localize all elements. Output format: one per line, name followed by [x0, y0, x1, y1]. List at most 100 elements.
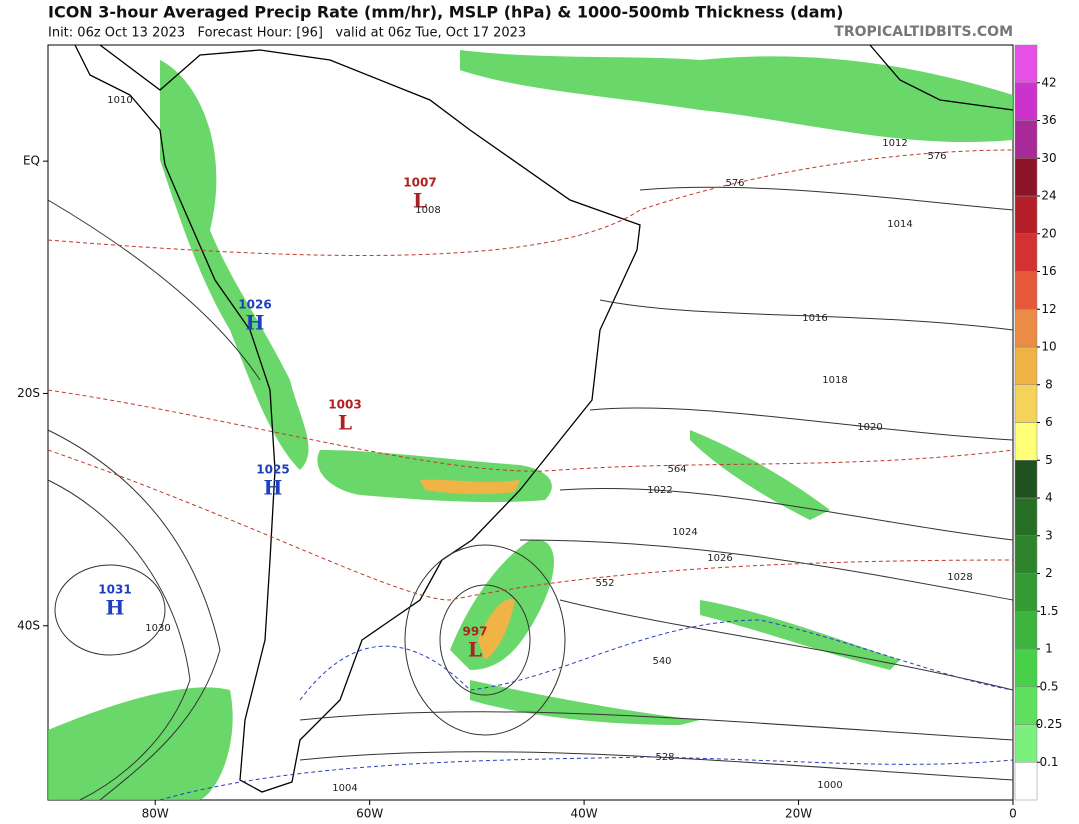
colorbar-segment [1014, 384, 1038, 423]
map [47, 44, 1014, 801]
isobar [559, 599, 1014, 691]
colorbar-label: 6 [1045, 415, 1053, 429]
thickness-line [159, 756, 1014, 801]
precip-heavy [420, 479, 520, 495]
colorbar-segment [1014, 346, 1038, 385]
isobar-label: 1004 [332, 783, 357, 794]
colorbar-segment [1014, 724, 1038, 763]
colorbar-segment [1014, 158, 1038, 197]
isobar-label: 1000 [817, 780, 842, 791]
thickness-label: 540 [652, 656, 671, 667]
colorbar-label: 8 [1045, 377, 1053, 391]
center-value: 1007 [403, 176, 436, 190]
colorbar-label: 3 [1045, 528, 1053, 542]
center-letter: H [246, 311, 265, 335]
thickness-label: 576 [725, 178, 744, 189]
colorbar-segment [1014, 762, 1038, 801]
colorbar-label: 1.5 [1039, 604, 1058, 618]
y-tick-label: 40S [17, 618, 40, 632]
precip-area [700, 600, 900, 670]
colorbar-label: 30 [1041, 151, 1056, 165]
coastline [869, 44, 1014, 111]
x-tick-label: 20W [785, 807, 812, 821]
isobar [639, 186, 1014, 211]
isobar-label: 1024 [672, 527, 697, 538]
isobar-label: 1026 [707, 553, 732, 564]
colorbar-label: 12 [1041, 302, 1056, 316]
isobar [299, 711, 1014, 741]
thickness-line [299, 619, 1014, 701]
x-tick-label: 80W [142, 807, 169, 821]
center-value: 1003 [328, 398, 361, 412]
colorbar-segment [1014, 422, 1038, 461]
isobar-label: 1018 [822, 375, 847, 386]
isobar-label: 1020 [857, 422, 882, 433]
colorbar-segment [1014, 233, 1038, 272]
isobar-label: 1010 [107, 95, 132, 106]
precip-heavy [478, 599, 515, 660]
isobar [47, 199, 261, 381]
colorbar-segment [1014, 460, 1038, 499]
colorbar-label: 42 [1041, 75, 1056, 89]
isobar-label: 1030 [145, 623, 170, 634]
colorbar-label: 0.1 [1039, 755, 1058, 769]
isobar [439, 584, 531, 696]
precip-area [690, 430, 830, 520]
isobar [519, 539, 1014, 601]
colorbar-label: 20 [1041, 226, 1056, 240]
colorbar-label: 2 [1045, 566, 1053, 580]
isobar [599, 299, 1014, 331]
colorbar-label: 1 [1045, 642, 1053, 656]
thickness-label: 564 [667, 464, 686, 475]
center-letter: L [468, 638, 482, 662]
colorbar-segment [1014, 497, 1038, 536]
colorbar-segment [1014, 120, 1038, 159]
x-tick-label: 0 [1009, 807, 1017, 821]
colorbar-label: 5 [1045, 453, 1053, 467]
thickness-label: 528 [655, 752, 674, 763]
colorbar-segment [1014, 195, 1038, 234]
thickness-label: 552 [595, 578, 614, 589]
precip [48, 50, 1013, 800]
center-value: 1026 [238, 298, 271, 312]
colorbar-label: 4 [1045, 491, 1053, 505]
center-value: 1025 [256, 463, 289, 477]
colorbar: 0.1 0.25 0.5 1 1.5 2 3 4 5 6 8 10 12 16 20 24 30 36 42 [1014, 44, 1063, 801]
colorbar-label: 10 [1041, 340, 1056, 354]
colorbar-segment [1014, 648, 1038, 687]
y-tick-label: 20S [17, 386, 40, 400]
colorbar-label: 0.25 [1036, 717, 1063, 731]
center-value: 1031 [98, 583, 131, 597]
colorbar-segment [1014, 611, 1038, 650]
precip-area [470, 680, 700, 725]
isobar-label: 1008 [415, 205, 440, 216]
thickness-line [47, 149, 1014, 256]
colorbar-segment [1014, 309, 1038, 348]
thickness-label: 576 [927, 151, 946, 162]
colorbar-label: 24 [1041, 189, 1056, 203]
isobar-label: 1022 [647, 485, 672, 496]
center-letter: H [106, 596, 125, 620]
isobar [54, 564, 166, 656]
center-value: 997 [462, 625, 487, 639]
colorbar-segment [1014, 82, 1038, 121]
x-tick-label: 40W [571, 807, 598, 821]
precip-area [460, 50, 1013, 143]
isobar [299, 751, 1014, 781]
center-letter: L [338, 411, 352, 435]
colorbar-segment [1014, 686, 1038, 725]
thickness-line [47, 389, 1014, 472]
center-letter: L [413, 189, 427, 213]
thickness-line [47, 449, 1014, 601]
colorbar-segment [1014, 271, 1038, 310]
isobar [589, 407, 1014, 441]
center-letter: H [264, 476, 283, 500]
colorbar-label: 36 [1041, 113, 1056, 127]
precip-area [160, 60, 309, 470]
thickness [47, 149, 1014, 801]
colorbar-segment [1014, 573, 1038, 612]
isobar-label: 1014 [887, 219, 912, 230]
x-tick-label: 60W [356, 807, 383, 821]
y-tick-label: EQ [23, 154, 40, 168]
